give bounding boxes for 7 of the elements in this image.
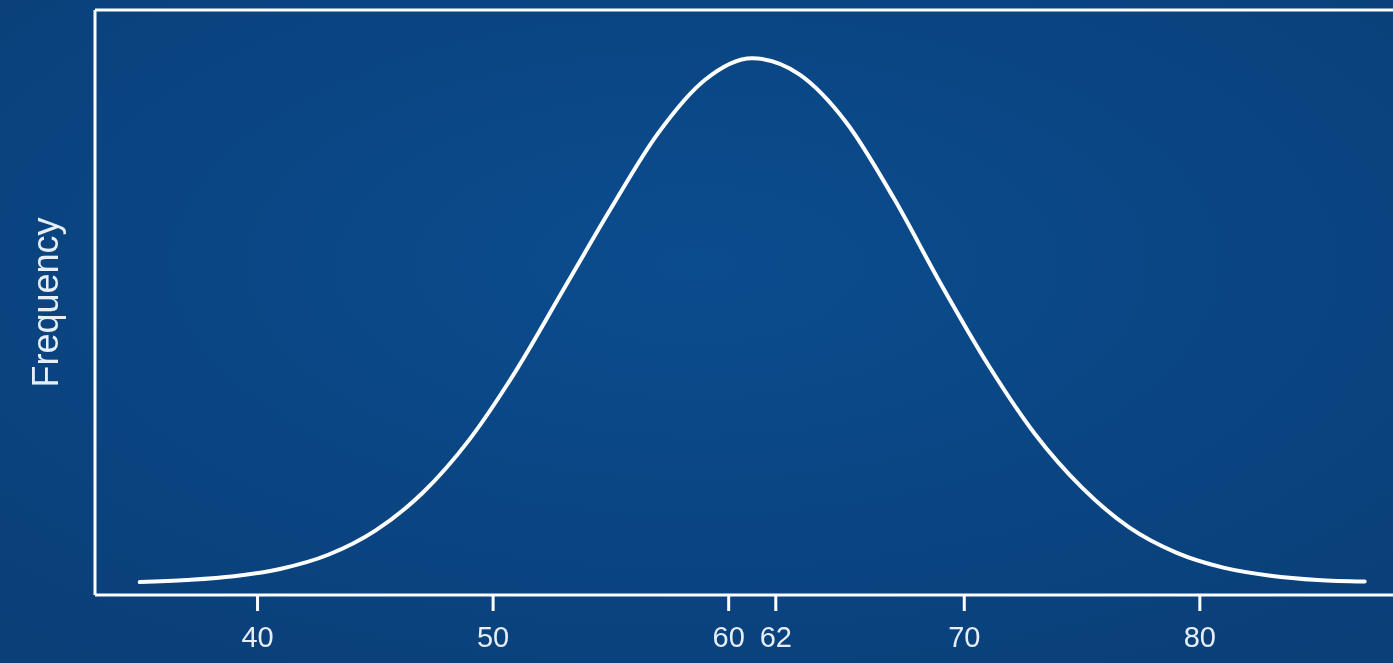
x-tick-label: 60 — [712, 621, 745, 653]
x-tick-label: 70 — [948, 621, 981, 653]
y-axis-title: Frequency — [25, 217, 66, 388]
x-tick-label: 50 — [476, 621, 510, 653]
x-tick-label: 80 — [1183, 621, 1216, 653]
x-tick-label: 62 — [759, 621, 792, 653]
x-tick-label: 40 — [241, 621, 274, 653]
